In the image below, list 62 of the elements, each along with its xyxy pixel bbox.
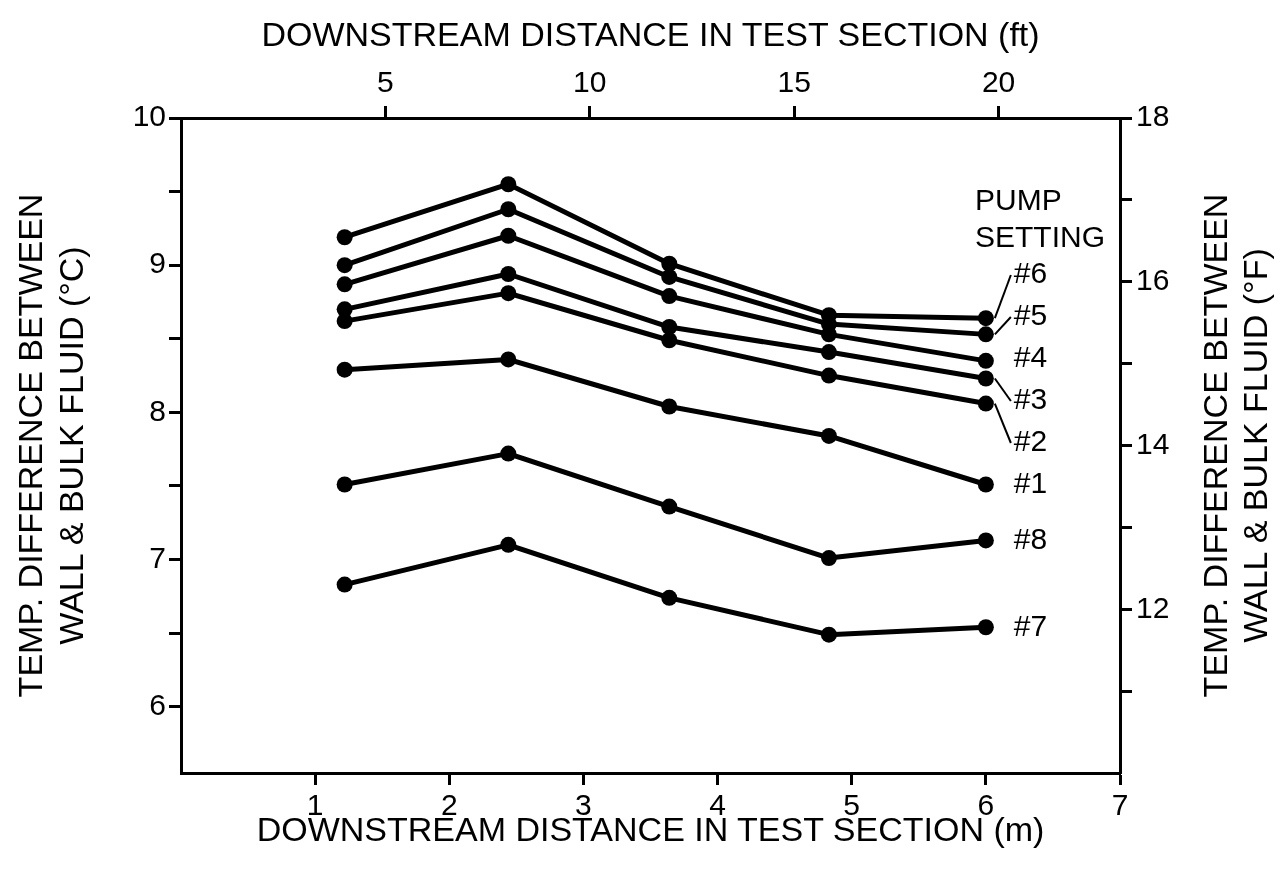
point xyxy=(336,361,353,378)
y-tick-label: 6 xyxy=(149,688,166,722)
point xyxy=(661,589,678,606)
point xyxy=(977,476,994,493)
point xyxy=(820,427,837,444)
y2-tick-label: 14 xyxy=(1136,426,1170,460)
point xyxy=(661,255,678,272)
x2-tick-label: 5 xyxy=(377,65,394,99)
point xyxy=(977,310,994,327)
point xyxy=(336,301,353,318)
y-tick-label: 9 xyxy=(149,246,166,280)
point xyxy=(977,370,994,387)
point xyxy=(977,395,994,412)
x2-tick-label: 15 xyxy=(777,65,811,99)
point xyxy=(977,326,994,343)
point xyxy=(500,201,517,218)
point xyxy=(661,319,678,336)
point xyxy=(336,229,353,246)
x2-tick-label: 10 xyxy=(573,65,607,99)
point xyxy=(500,176,517,193)
point xyxy=(977,532,994,549)
y-tick-label: 10 xyxy=(132,99,166,133)
series-label: #1 xyxy=(1013,466,1048,500)
y2-axis-title: TEMP. DIFFERENCE BETWEEN WALL & BULK FLUID (°F) xyxy=(1195,193,1275,698)
y-tick-label: 8 xyxy=(149,393,166,427)
point xyxy=(977,352,994,369)
point xyxy=(661,498,678,515)
point xyxy=(336,276,353,293)
legend-label: #2 xyxy=(1013,424,1048,458)
legend-label: #5 xyxy=(1013,298,1048,332)
point xyxy=(500,445,517,462)
point xyxy=(661,332,678,349)
point xyxy=(820,344,837,361)
x-tick-label: 7 xyxy=(1111,788,1129,822)
y2-tick-label: 12 xyxy=(1136,590,1170,624)
point xyxy=(661,268,678,285)
point xyxy=(500,285,517,302)
series-label: #4 xyxy=(1013,340,1048,374)
series-label: #8 xyxy=(1013,521,1048,555)
point xyxy=(820,626,837,643)
legend-title: PUMP SETTING xyxy=(975,183,1106,254)
y-tick-label: 7 xyxy=(149,540,166,574)
x2-tick-label: 20 xyxy=(981,65,1016,99)
point xyxy=(336,257,353,274)
point xyxy=(336,476,353,493)
series-label: #6 xyxy=(1013,256,1048,290)
point xyxy=(661,398,678,415)
point xyxy=(661,288,678,305)
legend-label: #3 xyxy=(1013,382,1048,416)
series-label: #7 xyxy=(1013,608,1048,642)
point xyxy=(500,227,517,244)
y2-tick-label: 18 xyxy=(1136,99,1170,133)
point xyxy=(820,367,837,384)
y-axis-title: TEMP. DIFFERENCE BETWEEN WALL & BULK FLUID (°C) xyxy=(10,193,90,698)
point xyxy=(977,619,994,636)
x2-axis-title: DOWNSTREAM DISTANCE IN TEST SECTION (ft) xyxy=(261,14,1040,53)
point xyxy=(336,576,353,593)
point xyxy=(500,351,517,368)
point xyxy=(500,536,517,553)
point xyxy=(500,266,517,283)
point xyxy=(820,550,837,567)
y2-tick-label: 16 xyxy=(1136,263,1170,297)
